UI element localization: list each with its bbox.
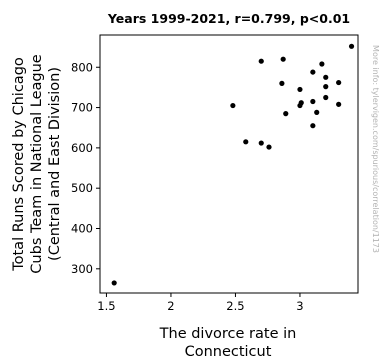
y-axis: 300 400 500 600 700 800 — [71, 60, 100, 276]
data-point — [279, 80, 285, 86]
x-tick-label: 3 — [296, 299, 303, 313]
y-tick-label: 500 — [71, 181, 93, 195]
data-point — [111, 280, 117, 286]
y-tick-label: 700 — [71, 101, 93, 115]
watermark-text: More info: tylervigen.com/spurious/corre… — [371, 45, 380, 253]
data-point — [348, 43, 355, 49]
y-tick-label: 600 — [71, 141, 93, 155]
x-tick-label: 2.5 — [226, 299, 244, 313]
y-axis-label-line-2: Cubs Team in National League — [29, 54, 45, 273]
data-point — [336, 101, 342, 107]
data-point — [310, 123, 316, 129]
x-axis-label: The divorce rate in — [159, 326, 297, 342]
data-points — [111, 43, 355, 286]
data-point — [323, 74, 329, 80]
data-point — [258, 58, 264, 64]
data-point — [230, 102, 236, 109]
x-tick-label: 2 — [167, 299, 174, 313]
plot-frame — [99, 34, 359, 294]
data-point — [297, 86, 303, 93]
y-tick-label: 300 — [71, 262, 93, 276]
data-point — [258, 140, 264, 146]
watermark-group: More info: tylervigen.com/spurious/corre… — [371, 45, 380, 253]
plot-area: 1.5 2 2.5 3 300 400 500 600 700 800 — [71, 34, 359, 313]
y-tick-label: 800 — [71, 60, 93, 74]
data-point — [323, 84, 329, 90]
data-point — [266, 144, 272, 150]
data-point — [310, 69, 316, 75]
x-tick-label: 1.5 — [97, 299, 115, 313]
data-point — [280, 56, 286, 62]
data-point — [336, 79, 342, 86]
y-tick-label: 400 — [71, 222, 93, 236]
y-axis-label: Total Runs Scored by Chicago — [11, 57, 27, 272]
data-point — [298, 100, 304, 106]
data-point — [323, 94, 329, 101]
y-axis-label-group: Total Runs Scored by Chicago Cubs Team i… — [11, 54, 63, 273]
chart-title: Years 1999-2021, r=0.799, p<0.01 — [107, 11, 350, 26]
data-point — [243, 139, 249, 145]
data-point — [310, 98, 316, 105]
data-point — [314, 109, 320, 115]
x-axis-label-line-2: Connecticut — [185, 344, 272, 359]
data-point — [283, 111, 289, 117]
y-axis-label-line-3: (Central and East Division) — [47, 67, 63, 261]
x-axis: 1.5 2 2.5 3 — [97, 293, 304, 313]
data-point — [319, 61, 325, 67]
